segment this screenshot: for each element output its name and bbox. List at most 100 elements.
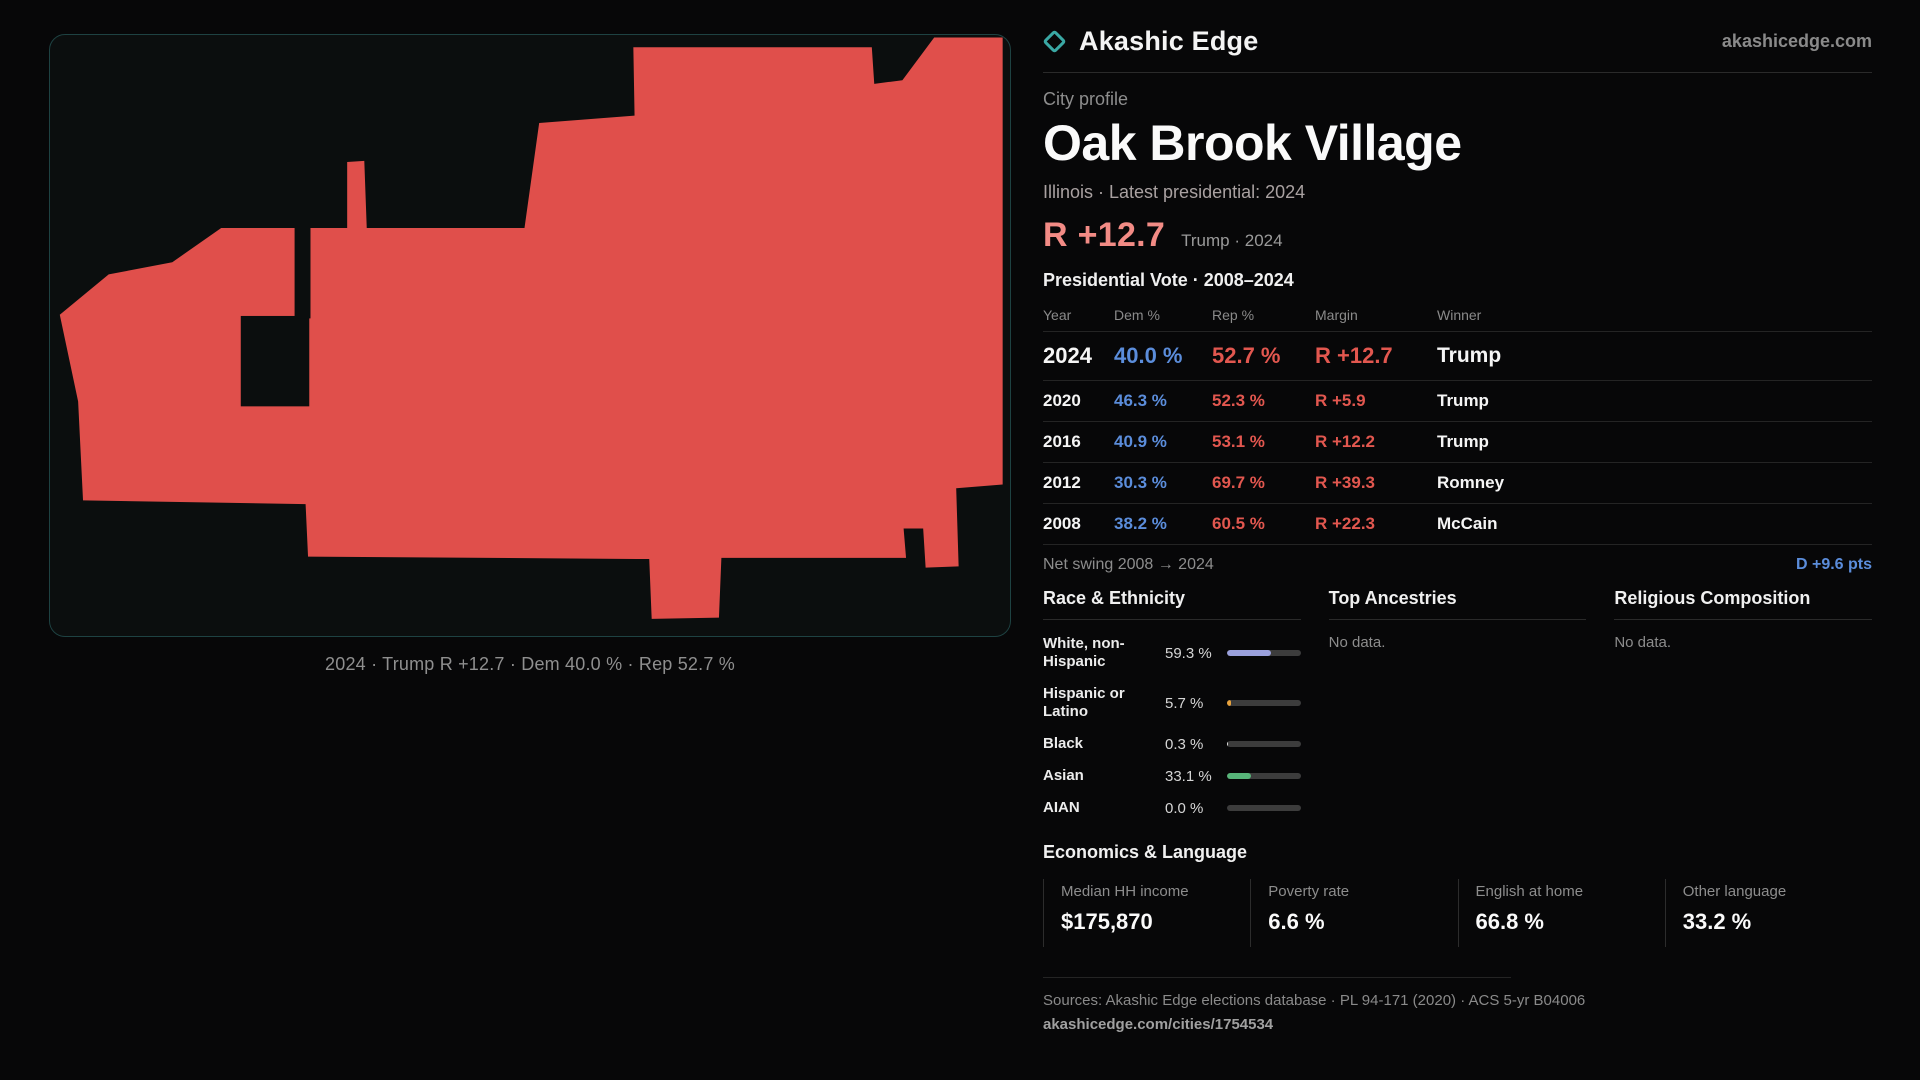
race-row: Asian 33.1 % — [1043, 760, 1301, 792]
net-swing-row: Net swing 2008 → 2024 D +9.6 pts — [1043, 544, 1872, 580]
stat-label: Other language — [1682, 883, 1787, 900]
table-row: 2024 40.0 % 52.7 % R +12.7 Trump — [1043, 331, 1872, 380]
cell-dem: 46.3 % — [1114, 391, 1167, 410]
race-value: 0.3 % — [1165, 735, 1204, 753]
footer-permalink-link[interactable]: akashicedge.com/cities/1754534 — [1043, 1016, 1274, 1033]
cell-year: 2024 — [1043, 343, 1092, 368]
col-margin: Margin — [1315, 307, 1358, 323]
race-value: 33.1 % — [1165, 767, 1212, 785]
cell-margin: R +12.7 — [1315, 343, 1393, 368]
col-dem: Dem % — [1114, 307, 1160, 323]
race-row: AIAN 0.0 % — [1043, 792, 1301, 824]
city-map — [59, 37, 1003, 619]
stat-english-at-home: English at home 66.8 % — [1457, 879, 1665, 947]
col-year: Year — [1043, 307, 1072, 323]
cell-winner: McCain — [1437, 514, 1498, 533]
race-bar — [1227, 741, 1301, 747]
cell-margin: R +5.9 — [1315, 391, 1366, 410]
city-map-card — [49, 34, 1011, 637]
table-row: 2008 38.2 % 60.5 % R +22.3 McCain — [1043, 503, 1872, 544]
stat-value: 33.2 % — [1682, 909, 1752, 934]
stat-label: English at home — [1475, 883, 1584, 900]
religious-composition-empty: No data. — [1614, 634, 1672, 651]
race-bar — [1227, 650, 1301, 656]
table-row: 2016 40.9 % 53.1 % R +12.2 Trump — [1043, 421, 1872, 462]
subtitle: Illinois · Latest presidential: 2024 — [1043, 182, 1306, 202]
stat-value: 6.6 % — [1268, 909, 1325, 934]
race-label: Asian — [1043, 767, 1084, 784]
map-enclave-slot — [294, 228, 311, 319]
race-bar-fill — [1227, 650, 1271, 656]
city-boundary-polygon — [59, 37, 1003, 619]
cell-rep: 52.3 % — [1212, 391, 1265, 410]
race-bar-fill — [1227, 773, 1252, 779]
cell-margin: R +12.2 — [1315, 432, 1376, 451]
cell-winner: Trump — [1437, 344, 1502, 367]
net-swing-label: Net swing 2008 → 2024 — [1043, 556, 1214, 573]
brand-header: Akashic Edge akashicedge.com — [1042, 26, 1872, 73]
race-label: Hispanic or Latino — [1043, 685, 1125, 720]
cell-winner: Romney — [1437, 473, 1505, 492]
net-swing-value: D +9.6 pts — [1795, 556, 1872, 573]
table-row: 2012 30.3 % 69.7 % R +39.3 Romney — [1043, 462, 1872, 503]
col-winner: Winner — [1437, 307, 1482, 323]
presidential-vote-table: Year Dem % Rep % Margin Winner 2024 40.0… — [1043, 299, 1872, 544]
race-bar-fill — [1227, 700, 1232, 706]
headline-margin: R +12.7 — [1043, 216, 1166, 254]
cell-winner: Trump — [1437, 432, 1489, 451]
cell-margin: R +39.3 — [1315, 473, 1376, 492]
cell-rep: 52.7 % — [1212, 343, 1281, 368]
map-caption: 2024 · Trump R +12.7 · Dem 40.0 % · Rep … — [325, 654, 735, 674]
brand-domain-link[interactable]: akashicedge.com — [1721, 31, 1872, 51]
race-row: White, non-Hispanic 59.3 % — [1043, 628, 1301, 678]
cell-rep: 53.1 % — [1212, 432, 1265, 451]
race-ethnicity-column: Race & Ethnicity White, non-Hispanic 59.… — [1043, 588, 1301, 824]
race-bar-fill — [1227, 741, 1229, 747]
stat-poverty-rate: Poverty rate 6.6 % — [1250, 879, 1457, 947]
race-bar — [1227, 700, 1301, 706]
cell-rep: 69.7 % — [1212, 473, 1265, 492]
stat-value: $175,870 — [1061, 909, 1153, 934]
col-rep: Rep % — [1212, 307, 1255, 323]
stat-median-hh-income: Median HH income $175,870 — [1043, 879, 1250, 947]
race-label: AIAN — [1043, 799, 1080, 816]
table-header-row: Year Dem % Rep % Margin Winner — [1043, 299, 1872, 331]
stat-label: Median HH income — [1061, 883, 1189, 900]
top-ancestries-column: Top Ancestries No data. — [1328, 588, 1587, 824]
race-bar — [1227, 805, 1301, 811]
cell-dem: 38.2 % — [1114, 514, 1167, 533]
footer: Sources: Akashic Edge elections database… — [1043, 977, 1872, 1033]
cell-dem: 30.3 % — [1114, 473, 1167, 492]
race-bar — [1227, 773, 1301, 779]
footer-divider — [1043, 977, 1511, 978]
kicker: City profile — [1043, 89, 1129, 109]
race-rows: White, non-Hispanic 59.3 % Hispanic or L… — [1043, 628, 1301, 824]
cell-year: 2008 — [1043, 514, 1081, 533]
cell-year: 2020 — [1043, 391, 1081, 410]
map-enclave-hole — [240, 315, 310, 407]
race-value: 59.3 % — [1165, 644, 1212, 662]
top-ancestries-empty: No data. — [1328, 634, 1386, 651]
race-row: Black 0.3 % — [1043, 728, 1301, 760]
footer-sources: Sources: Akashic Edge elections database… — [1043, 992, 1586, 1009]
table-row: 2020 46.3 % 52.3 % R +5.9 Trump — [1043, 380, 1872, 421]
stat-label: Poverty rate — [1268, 883, 1350, 900]
diamond-logo-icon — [1042, 29, 1067, 54]
cell-dem: 40.0 % — [1114, 343, 1183, 368]
headline-context: Trump · 2024 — [1181, 231, 1283, 250]
demographics-columns: Race & Ethnicity White, non-Hispanic 59.… — [1043, 588, 1872, 824]
headline-margin-row: R +12.7 Trump · 2024 — [1043, 216, 1872, 255]
race-value: 5.7 % — [1165, 694, 1204, 712]
stat-other-language: Other language 33.2 % — [1664, 879, 1872, 947]
cell-winner: Trump — [1437, 391, 1489, 410]
vote-table-title: Presidential Vote · 2008–2024 — [1043, 270, 1294, 290]
religious-composition-column: Religious Composition No data. — [1614, 588, 1872, 824]
cell-year: 2012 — [1043, 473, 1081, 492]
top-ancestries-title: Top Ancestries — [1328, 588, 1587, 620]
cell-year: 2016 — [1043, 432, 1081, 451]
race-label: Black — [1043, 735, 1084, 752]
race-value: 0.0 % — [1165, 799, 1204, 817]
race-row: Hispanic or Latino 5.7 % — [1043, 678, 1301, 728]
page-title: Oak Brook Village — [1043, 115, 1462, 171]
